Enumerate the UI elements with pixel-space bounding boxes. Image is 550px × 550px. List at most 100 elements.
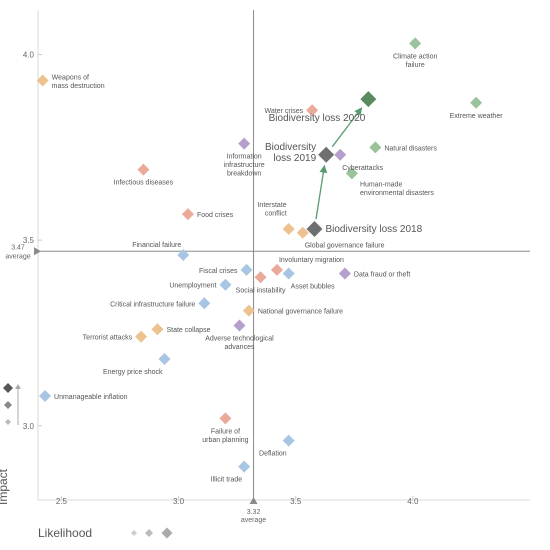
point-information-infrastructure-breakdown xyxy=(238,137,251,150)
point-label: Terrorist attacks xyxy=(83,335,133,342)
point-label-line: Energy price shock xyxy=(103,369,163,376)
point-label-line: Interstate xyxy=(257,202,286,209)
point-global-governance-failure xyxy=(296,226,309,239)
point-label: Infectious diseases xyxy=(114,180,174,187)
point-label-line: failure xyxy=(406,62,425,69)
point-label: Failure of urban planning xyxy=(202,428,248,444)
point-label-line: infrastructure xyxy=(224,162,265,169)
point-data-fraud-or-theft xyxy=(338,267,351,280)
point-label-line: Deflation xyxy=(259,451,287,458)
average-y-caption: average xyxy=(5,253,30,260)
average-y-value: 3.47 xyxy=(11,244,25,251)
likelihood-legend-diamond xyxy=(145,529,153,537)
point-label: Cyberattacks xyxy=(342,165,383,172)
point-state-collapse xyxy=(151,323,164,336)
point-label-line: State collapse xyxy=(166,327,210,334)
point-climate-action-failure xyxy=(409,37,422,50)
point-label: Interstate conflict xyxy=(257,202,286,218)
point-label-line: Unmanageable inflation xyxy=(54,394,128,401)
point-cyberattacks xyxy=(334,148,347,161)
point-label: Financial failure xyxy=(132,242,181,249)
point-interstate-conflict xyxy=(282,223,295,236)
point-label: Weapons of mass destruction xyxy=(52,74,105,90)
impact-axis-title: Impact xyxy=(0,468,10,505)
point-label-line: Adverse technological xyxy=(205,336,274,343)
point-social-instability xyxy=(254,271,267,284)
point-label: Involuntary migration xyxy=(279,257,344,264)
point-label-line: Weapons of xyxy=(52,74,89,81)
point-financial-failure xyxy=(177,249,190,261)
point-energy-price-shock xyxy=(158,352,171,365)
likelihood-axis-title: Likelihood xyxy=(38,526,93,540)
point-label-line: Asset bubbles xyxy=(291,284,335,291)
point-label-line: Biodiversity loss 2018 xyxy=(325,224,422,235)
point-infectious-diseases xyxy=(137,163,150,176)
point-label: Human-made environmental disasters xyxy=(360,181,434,197)
point-label: Biodiversity loss 2020 xyxy=(269,113,366,124)
point-label-line: Climate action xyxy=(393,53,437,60)
point-label-line: Food crises xyxy=(197,212,234,219)
point-label-line: Natural disasters xyxy=(384,145,437,152)
point-label: Food crises xyxy=(197,212,234,219)
point-deflation xyxy=(282,434,295,447)
point-label-line: Water crises xyxy=(264,108,303,115)
point-label-line: environmental disasters xyxy=(360,190,434,197)
point-label-line: Biodiversity xyxy=(265,142,316,153)
point-label: Adverse technological advances xyxy=(205,336,274,352)
y-tick-label: 3.0 xyxy=(23,422,35,431)
point-biodiversity-loss-2019 xyxy=(318,146,335,163)
point-label-line: Biodiversity loss 2020 xyxy=(269,113,366,124)
point-label-line: Terrorist attacks xyxy=(83,335,133,342)
point-biodiversity-loss-2018 xyxy=(306,221,323,238)
point-extreme-weather xyxy=(470,96,483,109)
point-labels: Climate action failure Weapons of mass dest… xyxy=(52,53,504,483)
point-label: Data fraud or theft xyxy=(354,272,410,279)
point-label: Global governance failure xyxy=(305,243,385,250)
point-label-line: Cyberattacks xyxy=(342,165,383,172)
point-national-governance-failure xyxy=(242,304,255,317)
likelihood-legend-diamond xyxy=(161,527,173,539)
point-label-line: Financial failure xyxy=(132,242,181,249)
y-tick-label: 4.0 xyxy=(23,51,35,60)
point-label: Information infrastructure breakdown xyxy=(224,154,265,178)
point-label-line: mass destruction xyxy=(52,83,105,90)
point-label-line: Failure of xyxy=(211,428,240,435)
point-human-made-environmental-disasters xyxy=(345,167,358,180)
point-label-line: Involuntary migration xyxy=(279,257,344,264)
point-label-line: Information xyxy=(227,154,262,161)
point-label: Social instability xyxy=(236,287,286,294)
point-label-line: Infectious diseases xyxy=(114,180,174,187)
x-tick-label: 3.0 xyxy=(173,497,185,506)
size-legend xyxy=(3,383,173,539)
point-label-line: urban planning xyxy=(202,437,248,444)
point-label-line: Global governance failure xyxy=(305,243,385,250)
point-critical-infrastructure-failure xyxy=(198,297,211,310)
trend-arrow xyxy=(315,164,328,220)
average-x-marker xyxy=(249,497,258,504)
impact-legend-arrow xyxy=(15,384,21,389)
point-label: Natural disasters xyxy=(384,145,437,152)
point-label: Extreme weather xyxy=(450,113,504,120)
average-x-caption: average xyxy=(241,517,266,524)
point-label-line: Fiscal crises xyxy=(199,268,238,275)
point-label-line: Illicit trade xyxy=(211,477,243,484)
point-terrorist-attacks xyxy=(135,330,148,343)
point-involuntary-migration xyxy=(270,263,283,276)
x-tick-label: 2.5 xyxy=(56,497,68,506)
point-biodiversity-loss-2020 xyxy=(360,91,377,108)
point-failure-of-urban-planning xyxy=(219,412,232,425)
point-label: Asset bubbles xyxy=(291,284,335,291)
point-weapons-of-mass-destruction xyxy=(36,74,49,87)
point-label: State collapse xyxy=(166,327,210,334)
chart-axes: 2.5 3.0 3.5 4.03.03.54.03.32average3.47aver… xyxy=(5,51,419,524)
point-label-line: Social instability xyxy=(236,287,286,294)
point-label-line: Data fraud or theft xyxy=(354,272,410,279)
point-label: Critical infrastructure failure xyxy=(110,301,195,308)
point-label-line: advances xyxy=(225,344,255,351)
y-tick-label: 3.5 xyxy=(23,236,35,245)
point-label: Unmanageable inflation xyxy=(54,394,128,401)
chart-grid xyxy=(37,10,530,501)
point-food-crises xyxy=(181,208,194,221)
point-label-line: Human-made xyxy=(360,181,403,188)
